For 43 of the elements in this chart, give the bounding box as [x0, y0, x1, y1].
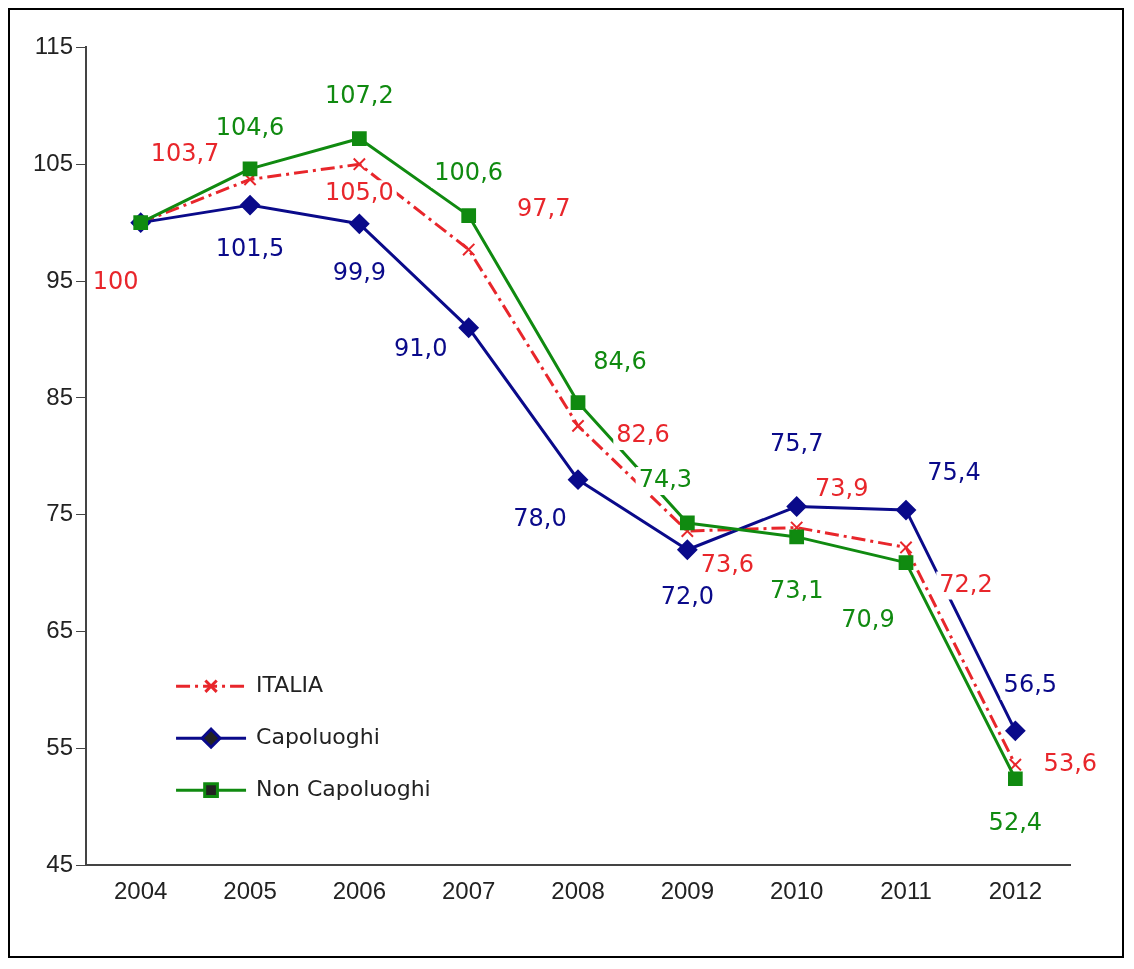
data-label: 75,4 [927, 458, 981, 487]
x-tick-label: 2005 [223, 877, 277, 905]
y-tick-label: 95 [46, 265, 74, 293]
data-label: 53,6 [1043, 748, 1098, 777]
x-tick-label: 2006 [332, 877, 387, 905]
data-label: 56,5 [1003, 670, 1058, 699]
x-tick-label: 2004 [114, 877, 168, 905]
data-label: 78,0 [513, 503, 567, 532]
data-label: 84,6 [593, 346, 647, 375]
data-label: 100 [92, 266, 139, 295]
data-label: 74,3 [638, 465, 693, 494]
x-tick-label: 2010 [769, 877, 824, 905]
data-label: 73,9 [814, 473, 869, 502]
x-tick-label: 2008 [551, 877, 605, 905]
data-label: 75,7 [769, 428, 824, 457]
data-label: 100,6 [434, 157, 504, 186]
data-label: 99,9 [332, 258, 387, 287]
data-label: 72,0 [660, 582, 715, 610]
y-tick-label: 115 [34, 32, 74, 60]
y-tick-label: 45 [46, 849, 74, 877]
y-tick-label: 105 [33, 148, 74, 176]
x-tick-label: 2007 [442, 877, 496, 905]
data-label: 82,6 [616, 420, 670, 449]
y-tick-label: 75 [46, 499, 74, 527]
data-label: 72,2 [939, 569, 993, 598]
data-label: 91,0 [393, 334, 448, 363]
data-label: 105,0 [325, 178, 394, 207]
data-label: 101,5 [215, 234, 285, 263]
x-tick-label: 2012 [988, 877, 1043, 905]
y-tick-label: 85 [46, 382, 74, 410]
data-label: 73,1 [769, 576, 824, 605]
y-tick-label: 65 [46, 616, 74, 644]
x-tick-label: 2009 [660, 877, 715, 905]
y-tick-label: 55 [46, 733, 74, 760]
data-label: 97,7 [516, 193, 571, 222]
data-label: 73,6 [700, 550, 755, 579]
x-tick-label: 2011 [880, 877, 932, 905]
data-label: 107,2 [325, 80, 394, 109]
legend-label: Capoluoghi [256, 723, 380, 749]
legend-label: ITALIA [256, 671, 324, 697]
data-label: 70,9 [841, 604, 895, 633]
legend-label: Non Capoluoghi [256, 775, 431, 801]
data-label: 52,4 [988, 807, 1043, 836]
